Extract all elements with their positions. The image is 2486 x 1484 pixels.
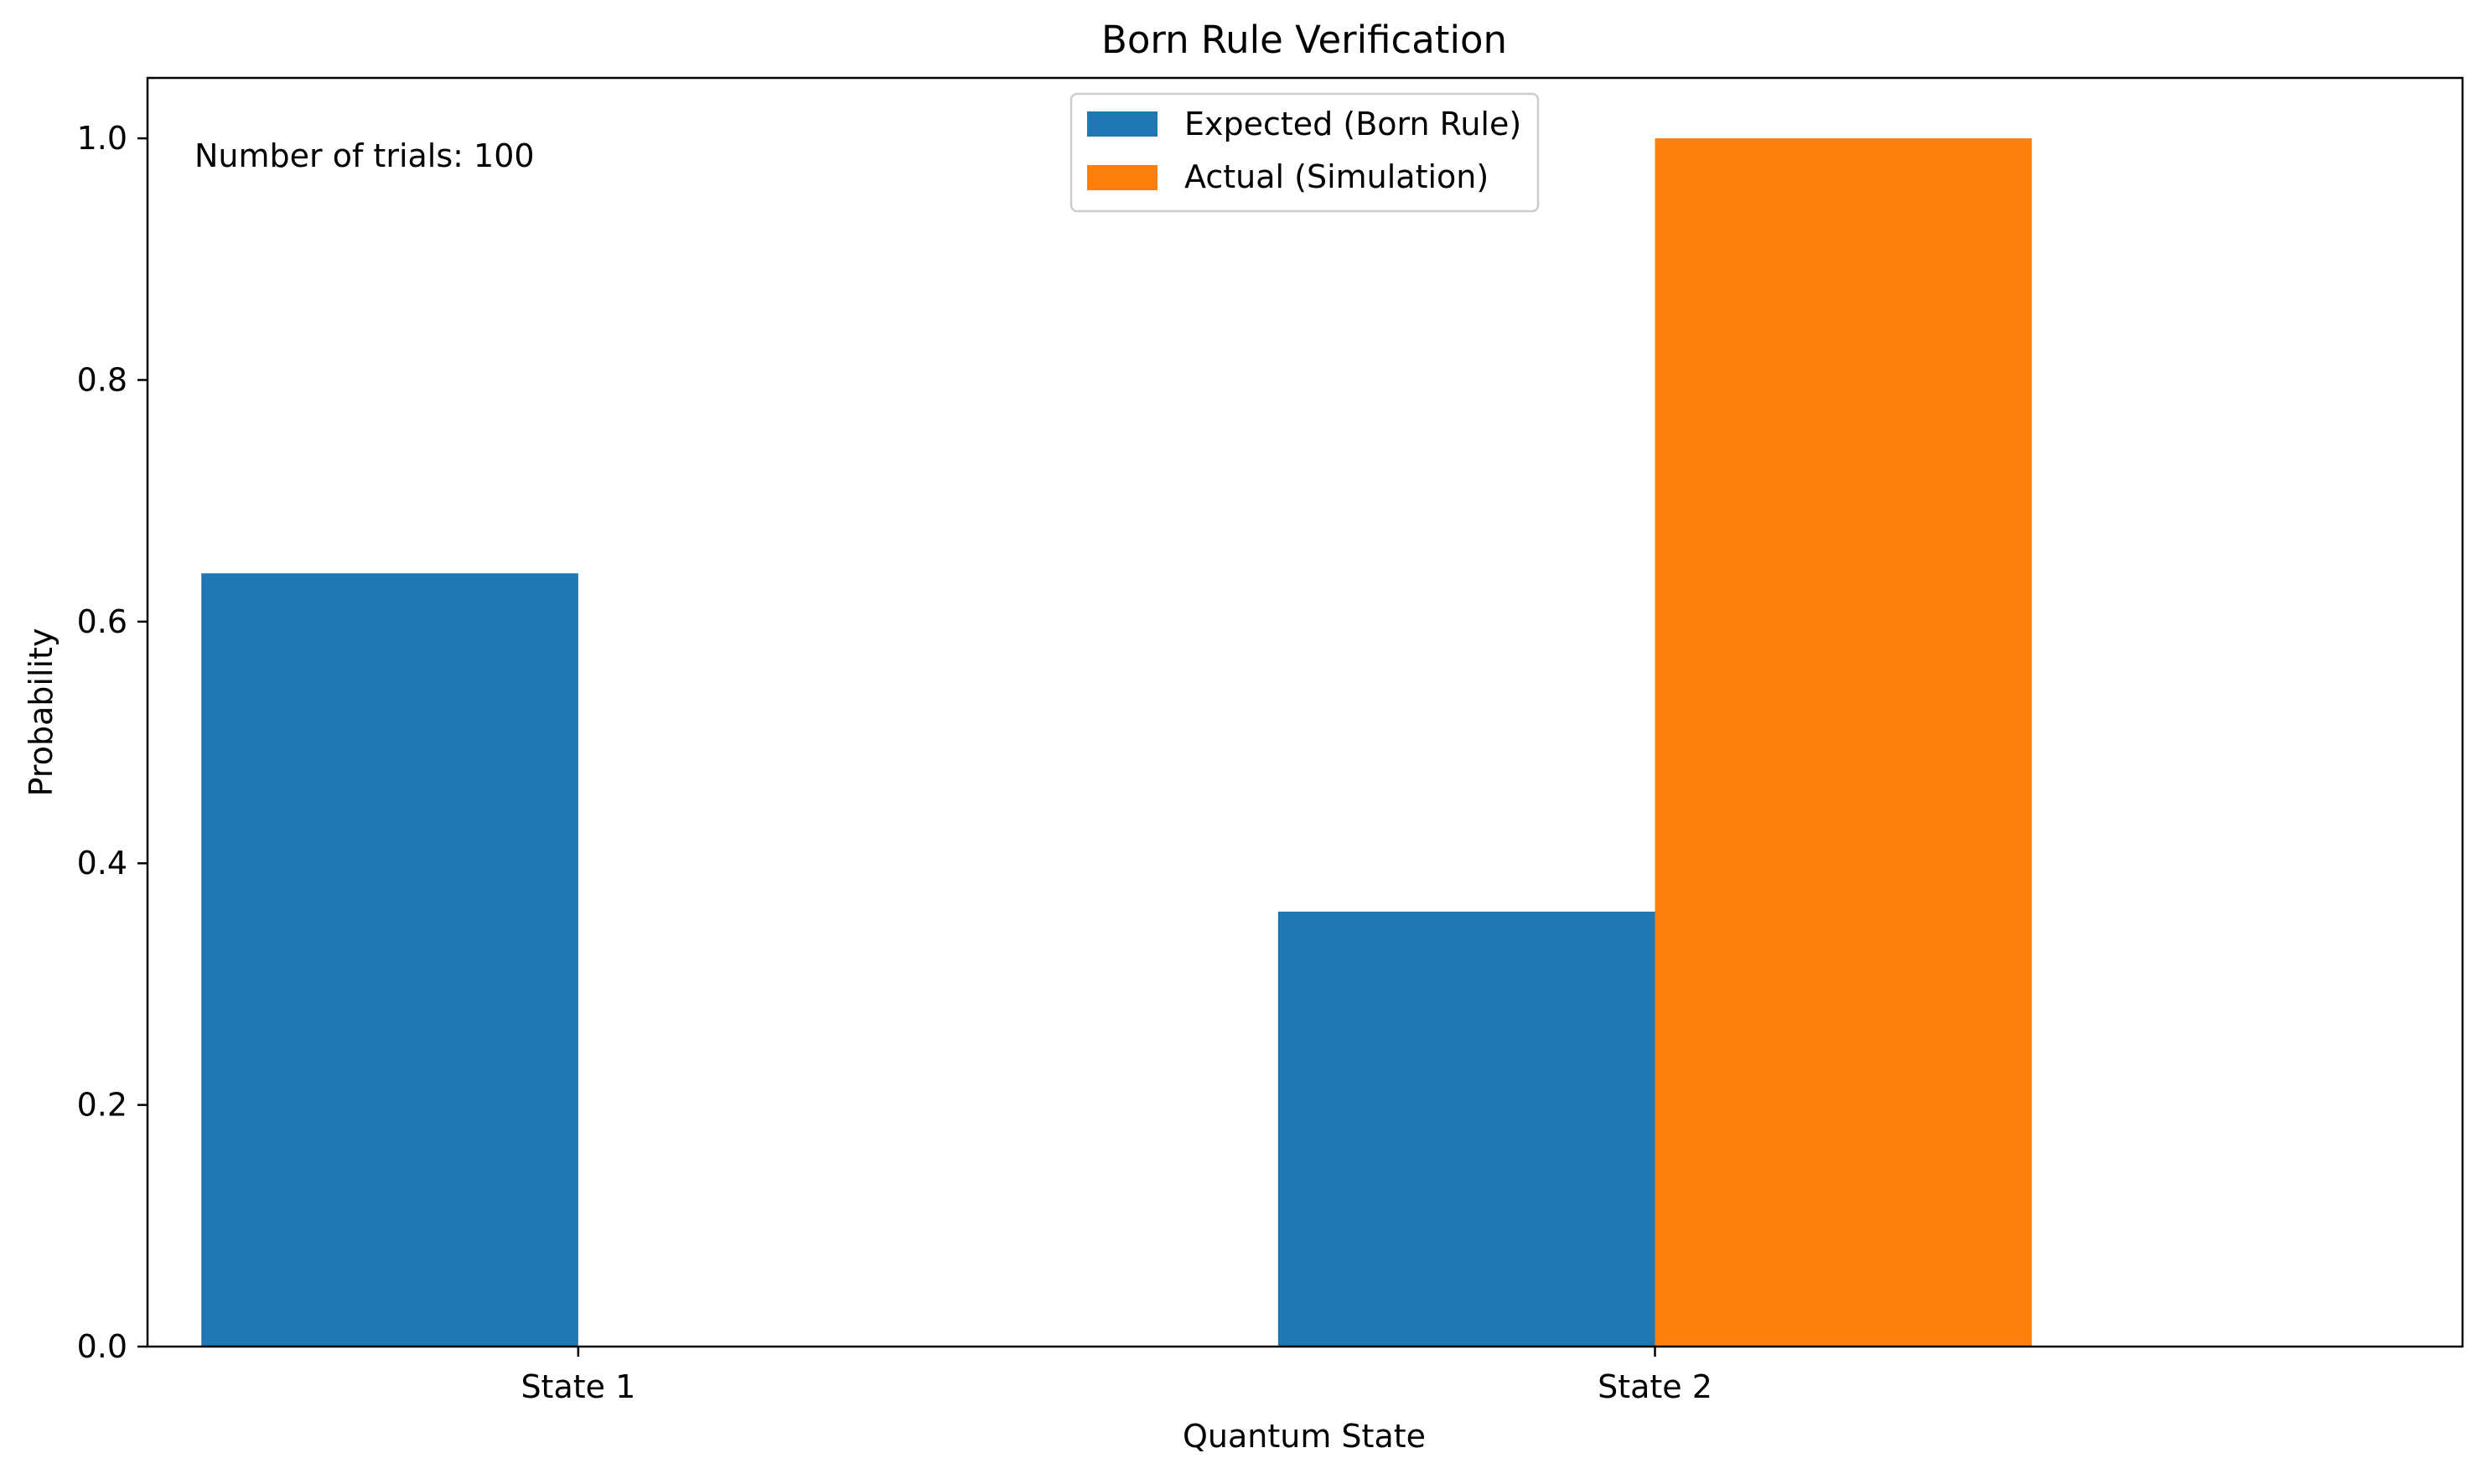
y-tick-label: 0.0 bbox=[77, 1328, 127, 1365]
trials-annotation: Number of trials: 100 bbox=[194, 137, 535, 174]
x-axis-label: Quantum State bbox=[1183, 1418, 1426, 1455]
y-tick-label: 0.6 bbox=[77, 603, 127, 640]
legend: Expected (Born Rule) Actual (Simulation) bbox=[1069, 92, 1540, 213]
axes-layer: 0.0 0.2 0.4 0.6 0.8 1.0 State 1 State 2 bbox=[77, 120, 1712, 1405]
x-tick-label: State 2 bbox=[1598, 1368, 1712, 1405]
y-tick-label: 1.0 bbox=[77, 120, 127, 157]
legend-box bbox=[1069, 92, 1540, 213]
x-tick-label: State 1 bbox=[521, 1368, 635, 1405]
bar-actual-state-2 bbox=[1655, 138, 2033, 1347]
legend-swatch-expected bbox=[1087, 111, 1158, 137]
y-tick-label: 0.4 bbox=[77, 845, 127, 882]
legend-label-actual: Actual (Simulation) bbox=[1184, 158, 1489, 195]
legend-swatch-actual bbox=[1087, 165, 1158, 190]
legend-label-expected: Expected (Born Rule) bbox=[1184, 106, 1521, 142]
bar-expected-state-1 bbox=[201, 573, 578, 1347]
bar-expected-state-2 bbox=[1277, 911, 1655, 1347]
plot-frame bbox=[146, 76, 2464, 1348]
y-axis-label: Probability bbox=[23, 628, 60, 797]
y-tick-label: 0.2 bbox=[77, 1087, 127, 1124]
y-tick-label: 0.8 bbox=[77, 361, 127, 398]
bars-layer bbox=[201, 138, 2033, 1347]
chart-title: Born Rule Verification bbox=[1101, 18, 1507, 62]
